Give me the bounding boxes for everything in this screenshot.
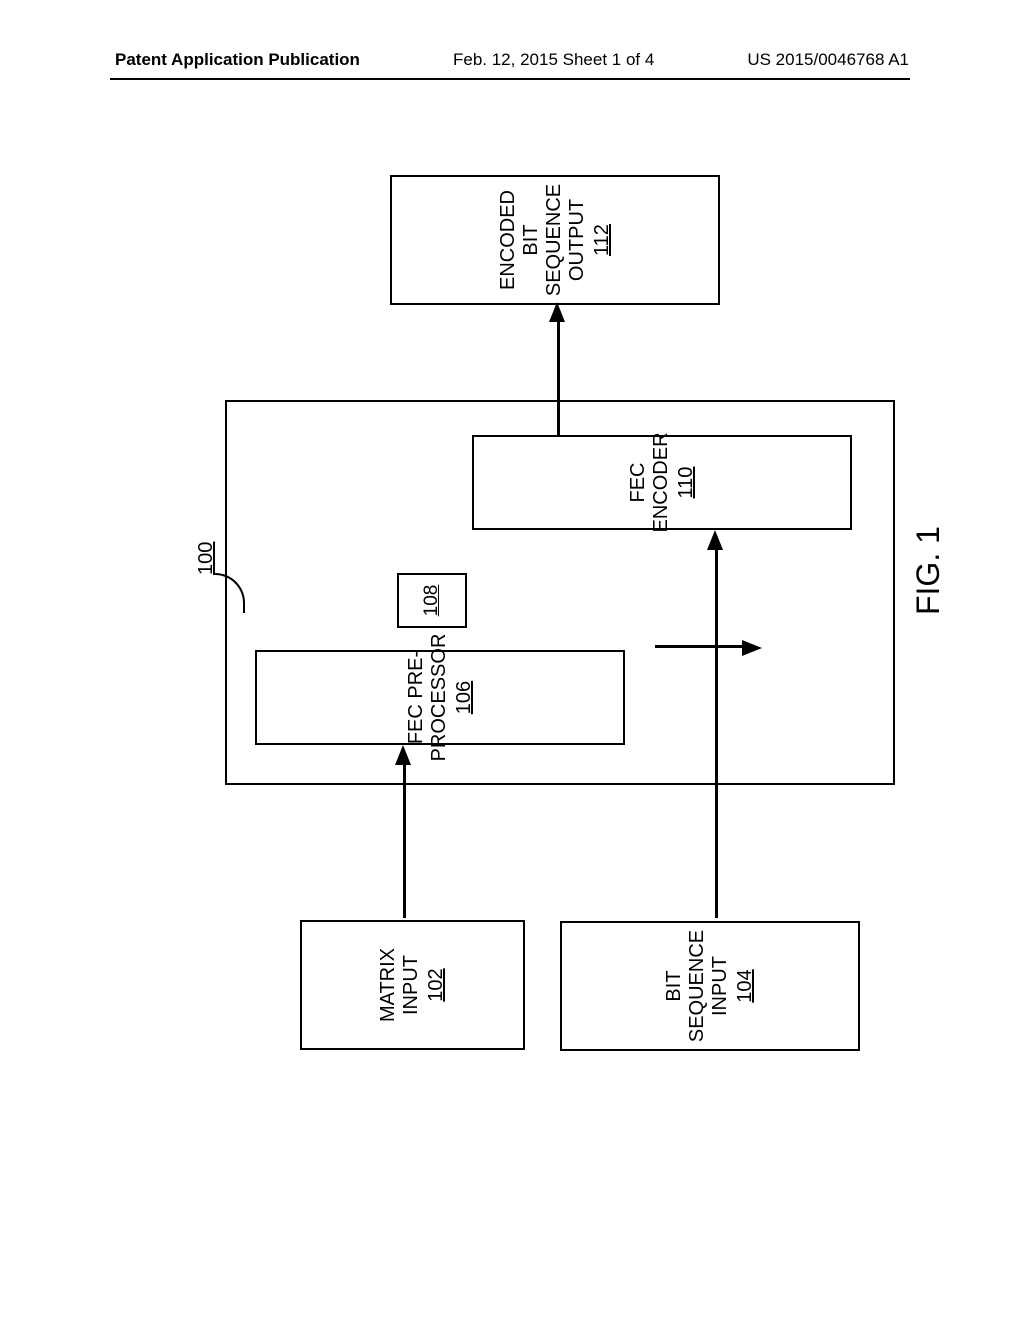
matrix-input-label: MATRIX INPUT bbox=[377, 922, 423, 1048]
arrow-encoder-output bbox=[557, 320, 560, 435]
diagram-stage: 100 MATRIX INPUT 102 BIT SEQUENCE INPUT … bbox=[125, 25, 965, 1075]
arrow-head-preproc-encoder bbox=[742, 640, 762, 656]
matrix-input-ref: 102 bbox=[425, 968, 448, 1001]
output-ref: 112 bbox=[591, 224, 614, 256]
main-system-box: FEC PRE-PROCESSOR 106 108 FEC ENCODER 11… bbox=[225, 400, 895, 785]
arrow-head-bitseq-encoder bbox=[707, 530, 723, 550]
output-box: ENCODED BIT SEQUENCE OUTPUT 112 bbox=[390, 175, 720, 305]
arrow-head-encoder-output bbox=[549, 302, 565, 322]
bit-seq-input-ref: 104 bbox=[734, 969, 757, 1002]
matrix-input-box: MATRIX INPUT 102 bbox=[300, 920, 525, 1050]
arrow-matrix-preproc bbox=[403, 763, 406, 918]
fec-preprocessor-box: FEC PRE-PROCESSOR 106 bbox=[255, 650, 625, 745]
output-label-2: SEQUENCE OUTPUT bbox=[543, 177, 589, 303]
small-ref-box: 108 bbox=[397, 573, 467, 628]
fec-encoder-ref: 110 bbox=[675, 467, 698, 499]
output-label-1: ENCODED BIT bbox=[497, 177, 543, 303]
arrow-head-matrix-preproc bbox=[395, 745, 411, 765]
bit-seq-input-box: BIT SEQUENCE INPUT 104 bbox=[560, 921, 860, 1051]
system-ref-label: 100 bbox=[195, 542, 218, 575]
fec-preprocessor-label: FEC PRE-PROCESSOR bbox=[405, 634, 451, 762]
small-ref: 108 bbox=[421, 585, 443, 617]
diagram-container: 100 MATRIX INPUT 102 BIT SEQUENCE INPUT … bbox=[0, 235, 1024, 1075]
fec-encoder-box: FEC ENCODER 110 bbox=[472, 435, 852, 530]
bit-seq-input-label: BIT SEQUENCE INPUT bbox=[663, 923, 732, 1049]
figure-label: FIG. 1 bbox=[910, 526, 947, 615]
fec-preprocessor-ref: 106 bbox=[453, 681, 476, 714]
arrow-bitseq-encoder bbox=[715, 543, 718, 918]
arrow-preproc-encoder bbox=[655, 646, 750, 649]
fec-encoder-label: FEC ENCODER bbox=[627, 432, 673, 532]
